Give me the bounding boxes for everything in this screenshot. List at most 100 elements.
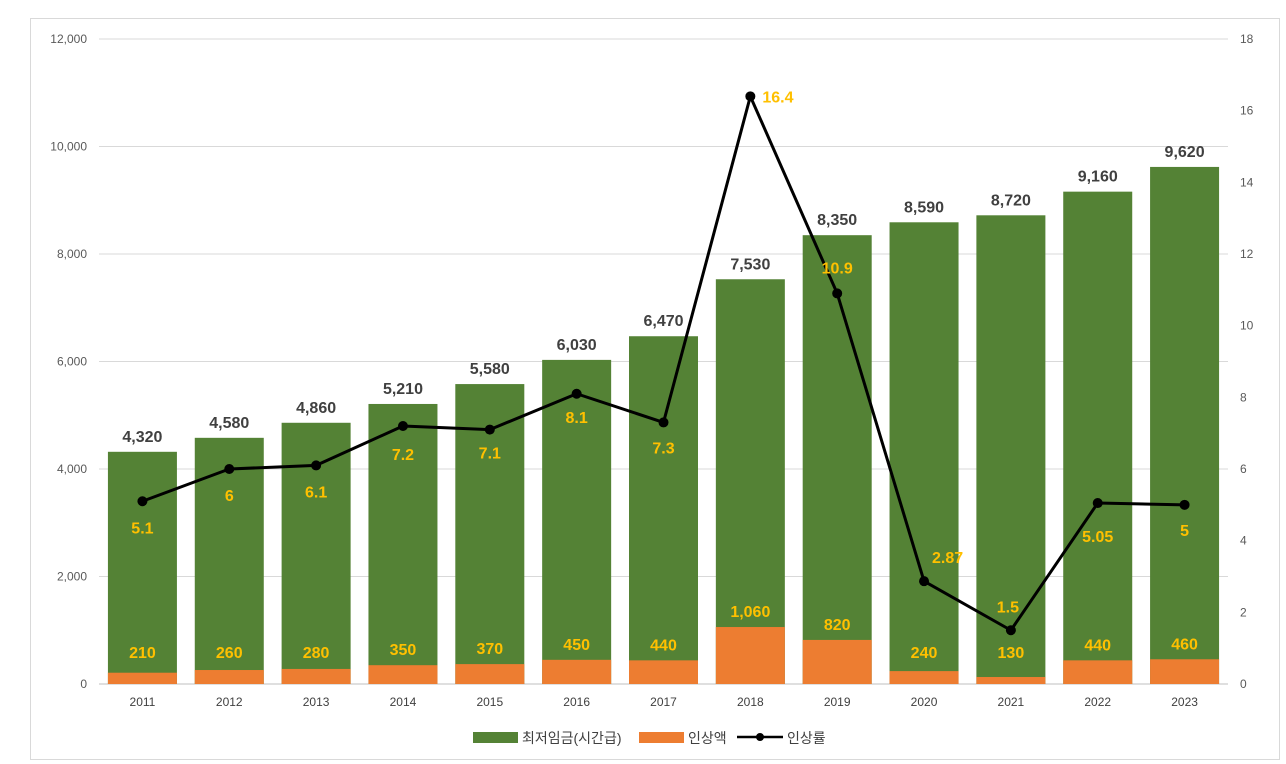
rate-marker	[1179, 499, 1190, 510]
wage-bar	[976, 215, 1046, 685]
rate-marker	[1092, 498, 1103, 509]
increase-bar	[455, 664, 525, 684]
rate-marker	[311, 460, 322, 471]
wage-value-label: 6,030	[557, 337, 597, 354]
increase-value-label: 280	[303, 645, 330, 662]
y2-tick-label: 2	[1240, 605, 1247, 619]
rate-marker	[224, 464, 235, 474]
combo-chart: 0 2,000 4,000 6,000 8,000 10,000 12,000 0 2 4 6 8 1…	[50, 32, 1254, 746]
y-tick-label: 10,000	[50, 140, 87, 154]
x-tick-label: 2022	[1084, 695, 1111, 709]
rate-marker	[832, 288, 843, 299]
y-tick-label: 2,000	[57, 570, 87, 584]
wage-value-label: 8,350	[817, 212, 857, 229]
increase-bar	[889, 671, 959, 684]
y2-tick-label: 14	[1240, 175, 1254, 189]
legend-label-wage: 최저임금(시간급)	[522, 730, 621, 746]
increase-bar	[194, 670, 264, 684]
wage-value-label: 4,580	[209, 415, 249, 432]
rate-value-label: 2.87	[932, 550, 963, 567]
wage-bar	[889, 222, 959, 684]
rate-value-label: 6	[225, 488, 234, 505]
increase-bar	[1150, 659, 1220, 684]
y-axis-right: 0 2 4 6 8 10 12 14 16 18	[1240, 32, 1254, 691]
increase-value-label: 440	[1084, 637, 1111, 654]
x-tick-label: 2019	[824, 695, 851, 709]
rate-marker	[745, 91, 756, 102]
wage-bar	[629, 336, 698, 684]
increase-value-label: 440	[650, 637, 677, 654]
increase-value-label: 450	[563, 637, 590, 654]
legend-marker-rate	[756, 733, 764, 741]
rate-value-label: 10.9	[822, 260, 853, 277]
wage-value-label: 4,860	[296, 400, 336, 417]
y-tick-label: 12,000	[50, 32, 87, 46]
increase-value-label: 350	[390, 642, 417, 659]
x-tick-label: 2015	[476, 695, 503, 709]
increase-bar	[107, 672, 177, 684]
wage-value-label: 9,620	[1165, 144, 1205, 161]
wage-value-label: 5,580	[470, 361, 510, 378]
wage-bars	[107, 166, 1220, 685]
legend: 최저임금(시간급) 인상액 인상률	[473, 730, 826, 746]
y-tick-label: 4,000	[57, 462, 87, 476]
rate-marker	[137, 496, 148, 507]
rate-value-label: 16.4	[762, 89, 793, 106]
y-tick-label: 8,000	[57, 247, 87, 261]
increase-value-label: 370	[476, 641, 503, 658]
y2-tick-label: 8	[1240, 390, 1247, 404]
x-tick-label: 2020	[911, 695, 938, 709]
x-axis: 2011 2012 2013 2014 2015 2016 2017 2018 2019 2020…	[130, 695, 1199, 709]
chart-frame: 0 2,000 4,000 6,000 8,000 10,000 12,000 0 2 4 6 8 1…	[30, 18, 1280, 760]
rate-value-label: 8.1	[566, 410, 588, 427]
wage-bar	[802, 235, 872, 684]
increase-value-label: 260	[216, 645, 243, 662]
wage-value-label: 7,530	[730, 256, 770, 273]
wage-value-label: 8,590	[904, 199, 944, 216]
wage-bar	[1063, 191, 1133, 684]
rate-value-label: 5	[1180, 523, 1189, 540]
wage-value-label: 5,210	[383, 381, 423, 398]
y2-tick-label: 10	[1240, 319, 1254, 333]
rate-marker	[484, 424, 495, 435]
increase-bar	[715, 627, 785, 684]
legend-swatch-increase	[639, 732, 684, 743]
y2-tick-label: 16	[1240, 104, 1254, 118]
wage-bar	[1150, 166, 1220, 685]
x-tick-label: 2017	[650, 695, 677, 709]
rate-value-label: 6.1	[305, 484, 327, 501]
x-tick-label: 2012	[216, 695, 243, 709]
y-tick-label: 0	[80, 677, 87, 691]
x-tick-label: 2011	[130, 695, 156, 709]
y-tick-label: 6,000	[57, 355, 87, 369]
y2-tick-label: 18	[1240, 32, 1254, 46]
legend-label-increase: 인상액	[688, 730, 727, 746]
rate-marker	[658, 417, 669, 428]
y2-tick-label: 12	[1240, 247, 1254, 261]
x-tick-label: 2016	[563, 695, 590, 709]
legend-item-increase: 인상액	[639, 730, 727, 746]
increase-value-label: 1,060	[730, 604, 770, 621]
wage-bar	[715, 279, 785, 684]
legend-swatch-wage	[473, 732, 518, 743]
rate-value-label: 7.3	[652, 440, 674, 457]
rate-marker	[571, 388, 582, 399]
legend-item-wage: 최저임금(시간급)	[473, 730, 621, 746]
y2-tick-label: 6	[1240, 462, 1247, 476]
data-labels: 4,320 210 4,580 260 4,860 280 5,210 350 5,580 370…	[122, 89, 1204, 662]
y2-tick-label: 0	[1240, 677, 1247, 691]
y-axis-left: 0 2,000 4,000 6,000 8,000 10,000 12,000	[50, 32, 87, 691]
x-tick-label: 2018	[737, 695, 764, 709]
wage-bar	[368, 403, 438, 684]
rate-value-label: 7.2	[392, 447, 414, 464]
rate-marker	[1005, 625, 1016, 636]
rate-line-series	[137, 91, 1190, 636]
increase-value-label: 210	[129, 645, 156, 662]
increase-bar	[368, 665, 438, 684]
legend-item-rate: 인상률	[737, 730, 826, 746]
legend-label-rate: 인상률	[787, 730, 826, 746]
increase-bar	[1063, 660, 1133, 684]
wage-value-label: 8,720	[991, 192, 1031, 209]
rate-value-label: 5.1	[131, 520, 153, 537]
x-tick-label: 2014	[390, 695, 417, 709]
